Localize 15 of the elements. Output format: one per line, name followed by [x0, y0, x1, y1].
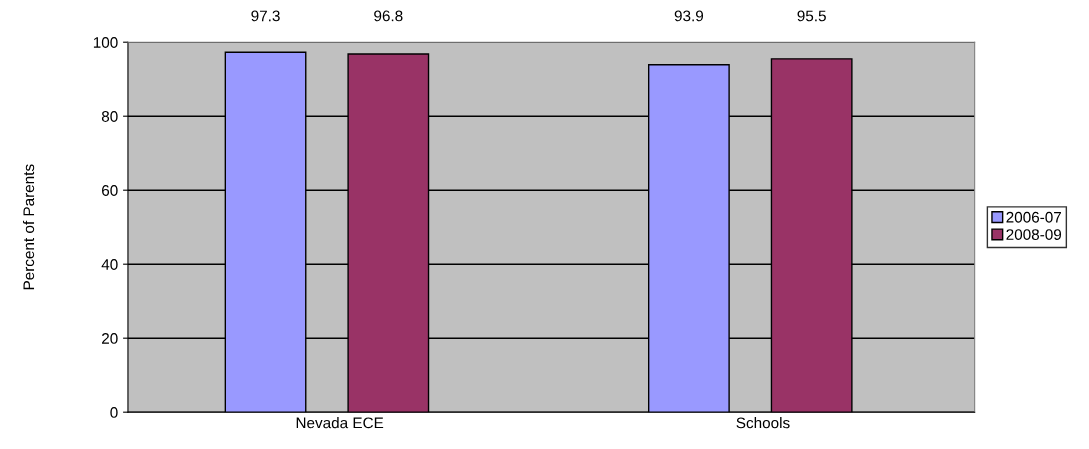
- x-tick-label: Nevada ECE: [296, 417, 384, 429]
- y-axis-title: Percent of Parents: [22, 164, 35, 290]
- y-tick-label: 60: [102, 185, 118, 196]
- data-label: 96.8: [374, 10, 403, 22]
- legend-label: 2006-07: [1006, 211, 1062, 223]
- y-tick-label: 100: [93, 37, 118, 48]
- y-tick-label: 0: [110, 407, 118, 418]
- x-tick-label: Schools: [736, 417, 790, 429]
- y-tick-label: 40: [101, 259, 118, 270]
- y-tick-label: 80: [101, 111, 118, 122]
- data-label: 93.9: [674, 10, 704, 22]
- y-tick-label: 20: [102, 333, 118, 344]
- legend-label: 2008-09: [1006, 229, 1062, 240]
- data-label: 97.3: [251, 10, 280, 22]
- data-label: 95.5: [797, 10, 826, 22]
